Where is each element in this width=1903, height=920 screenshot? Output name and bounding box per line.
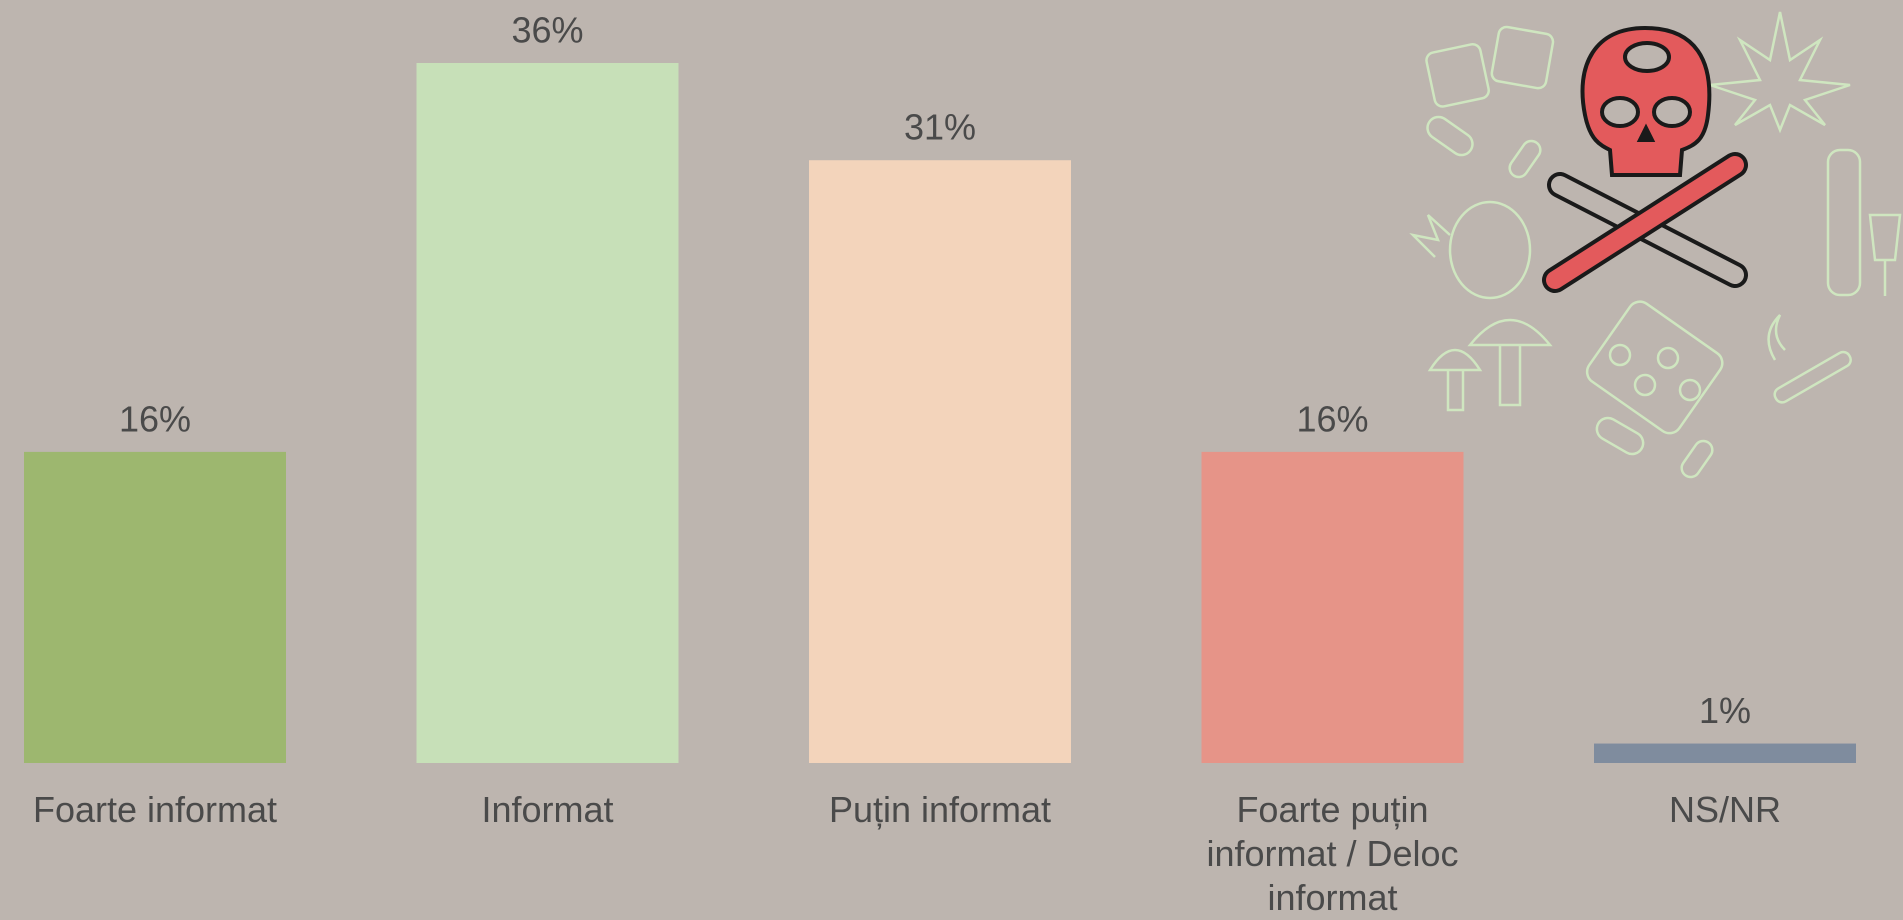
category-label: Foarte puțin informat / Deloc informat: [1173, 788, 1493, 920]
bar: [417, 63, 679, 763]
category-label: Puțin informat: [780, 788, 1100, 832]
bar: [809, 160, 1071, 763]
bar: [24, 452, 286, 763]
bar: [1594, 744, 1856, 763]
skull-icon: [1555, 28, 1735, 280]
value-label: 31%: [904, 107, 976, 148]
value-label: 16%: [1296, 398, 1368, 439]
category-label: NS/NR: [1565, 788, 1885, 832]
value-label: 1%: [1699, 690, 1751, 731]
bar: [1202, 452, 1464, 763]
value-label: 36%: [511, 10, 583, 51]
page: 16%36%31%16%1% (() => { const data = JSO…: [0, 0, 1903, 917]
category-label: Foarte informat: [0, 788, 315, 832]
category-label: Informat: [388, 788, 708, 832]
value-label: 16%: [119, 398, 191, 439]
chart: 16% 36% 31% 16% 1%: [0, 0, 1903, 917]
